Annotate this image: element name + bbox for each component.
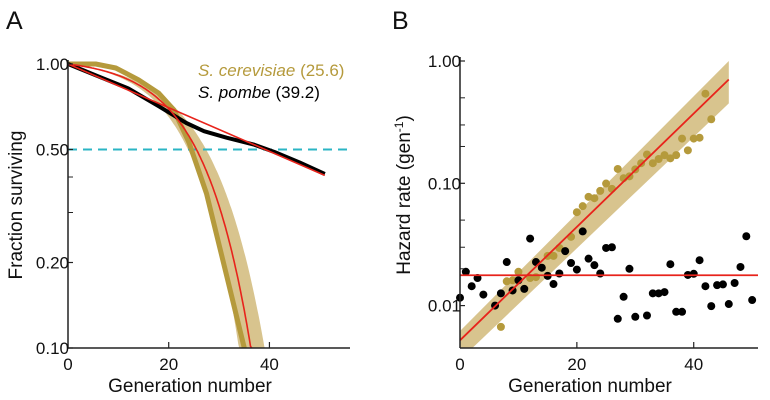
pombe-hazard-point [502,258,511,267]
cerevisiae-hazard-point [602,179,611,188]
cerevisiae-hazard-point [572,208,581,217]
pombe-hazard-point [590,261,599,270]
pombe-hazard-point [718,280,727,289]
cerevisiae-hazard-point [596,186,605,195]
pombe-hazard-point [479,290,488,299]
pombe-hazard-point [572,265,581,274]
cerevisiae-hazard-point [496,322,505,331]
panel-a-ylabel: Fraction surviving [6,131,27,280]
pombe-hazard-point [701,282,710,291]
panel-b-xlabel: Generation number [508,376,672,397]
pombe-hazard-point [713,281,722,290]
panel-a-x-tick-label: 0 [63,355,72,374]
cerevisiae-hazard-point [660,151,669,160]
cerevisiae-gompertz-fit [67,63,253,349]
panel-a-y-tick-label: 0.20 [36,254,69,273]
panel-b-ylabel: Hazard rate (gen-1) [392,115,415,275]
pombe-hazard-point [625,264,634,273]
pombe-hazard-point [613,314,622,323]
panel-b-plot: 0 20 40 1.00 0.10 0.01 [428,52,758,374]
pombe-hazard-point [678,307,687,316]
cerevisiae-hazard-point [654,155,663,164]
cerevisiae-hazard-point [590,194,599,203]
pombe-hazard-point [596,269,605,278]
pombe-hazard-point [631,312,640,321]
pombe-hazard-point [672,307,681,316]
panel-b-x-tick-label: 0 [455,355,464,374]
cerevisiae-hazard-point [578,202,587,211]
panel-a-y-tick-label: 0.50 [36,140,69,159]
panel-a-y-tick-label: 0.10 [36,339,69,358]
cerevisiae-hazard-point [695,133,704,142]
cerevisiae-hazard-point [707,115,716,124]
panel-label-a: A [6,7,23,35]
legend-pombe: S. pombe (39.2) [198,83,320,102]
pombe-hazard-point [736,262,745,271]
pombe-hazard-point [467,282,476,291]
pombe-hazard-point [520,284,529,293]
cerevisiae-hazard-point [701,89,710,98]
legend-cerevisiae: S. cerevisiae (25.6) [198,61,344,80]
cerevisiae-hazard-point [607,184,616,193]
panel-a-plot: 0 20 40 1.00 0.50 0.20 0.10 [36,55,350,374]
pombe-hazard-point [549,280,558,289]
pombe-hazard-point [496,289,505,298]
panel-b-y-tick-label: 0.10 [428,174,461,193]
cerevisiae-hazard-point [637,159,646,168]
pombe-hazard-point [642,311,651,320]
panel-b-y-tick-label: 0.01 [428,297,461,316]
pombe-hazard-point [742,232,751,241]
pombe-hazard-point [607,243,616,252]
panel-b-y-tick-label: 1.00 [428,52,461,71]
pombe-hazard-point [567,258,576,267]
pombe-hazard-point [578,227,587,236]
cerevisiae-survival-curve [68,61,247,349]
cerevisiae-hazard-point [648,159,657,168]
panel-a-y-tick-label: 1.00 [36,55,69,74]
pombe-hazard-point [707,302,716,311]
cerevisiae-hazard-point [567,232,576,241]
pombe-hazard-point [602,243,611,252]
pombe-hazard-point [666,260,675,269]
pombe-hazard-point [619,292,628,301]
cerevisiae-hazard-point [666,154,675,163]
cerevisiae-hazard-point [508,276,517,285]
pombe-hazard-point [584,254,593,263]
pombe-hazard-point [537,263,546,272]
panel-b-x-tick-label: 20 [567,355,586,374]
pombe-hazard-point [526,234,535,243]
cerevisiae-hazard-point [514,267,523,276]
pombe-exponential-fit [67,63,326,177]
pombe-hazard-point [660,288,669,297]
pombe-hazard-point [555,269,564,278]
panel-b-x-tick-label: 40 [684,355,703,374]
panel-a-x-tick-label: 20 [159,355,178,374]
cerevisiae-hazard-band [460,61,729,348]
pombe-hazard-point [730,279,739,288]
cerevisiae-hazard-point [678,134,687,143]
cerevisiae-hazard-fit [459,78,730,341]
panel-label-b: B [392,7,409,35]
pombe-hazard-point [695,256,704,265]
cerevisiae-hazard-point [549,251,558,260]
cerevisiae-hazard-point [613,164,622,173]
cerevisiae-hazard-point [683,146,692,155]
pombe-hazard-point [461,267,470,276]
pombe-survival-curve [67,62,326,176]
cerevisiae-hazard-point [672,151,681,160]
pombe-hazard-point [724,300,733,309]
pombe-hazard-point [689,269,698,278]
panel-a-x-tick-label: 40 [260,355,279,374]
panel-a-xlabel: Generation number [108,376,272,397]
cerevisiae-hazard-point [531,273,540,282]
pombe-hazard-point [561,247,570,256]
pombe-hazard-point [648,289,657,298]
pombe-hazard-point [748,296,757,305]
